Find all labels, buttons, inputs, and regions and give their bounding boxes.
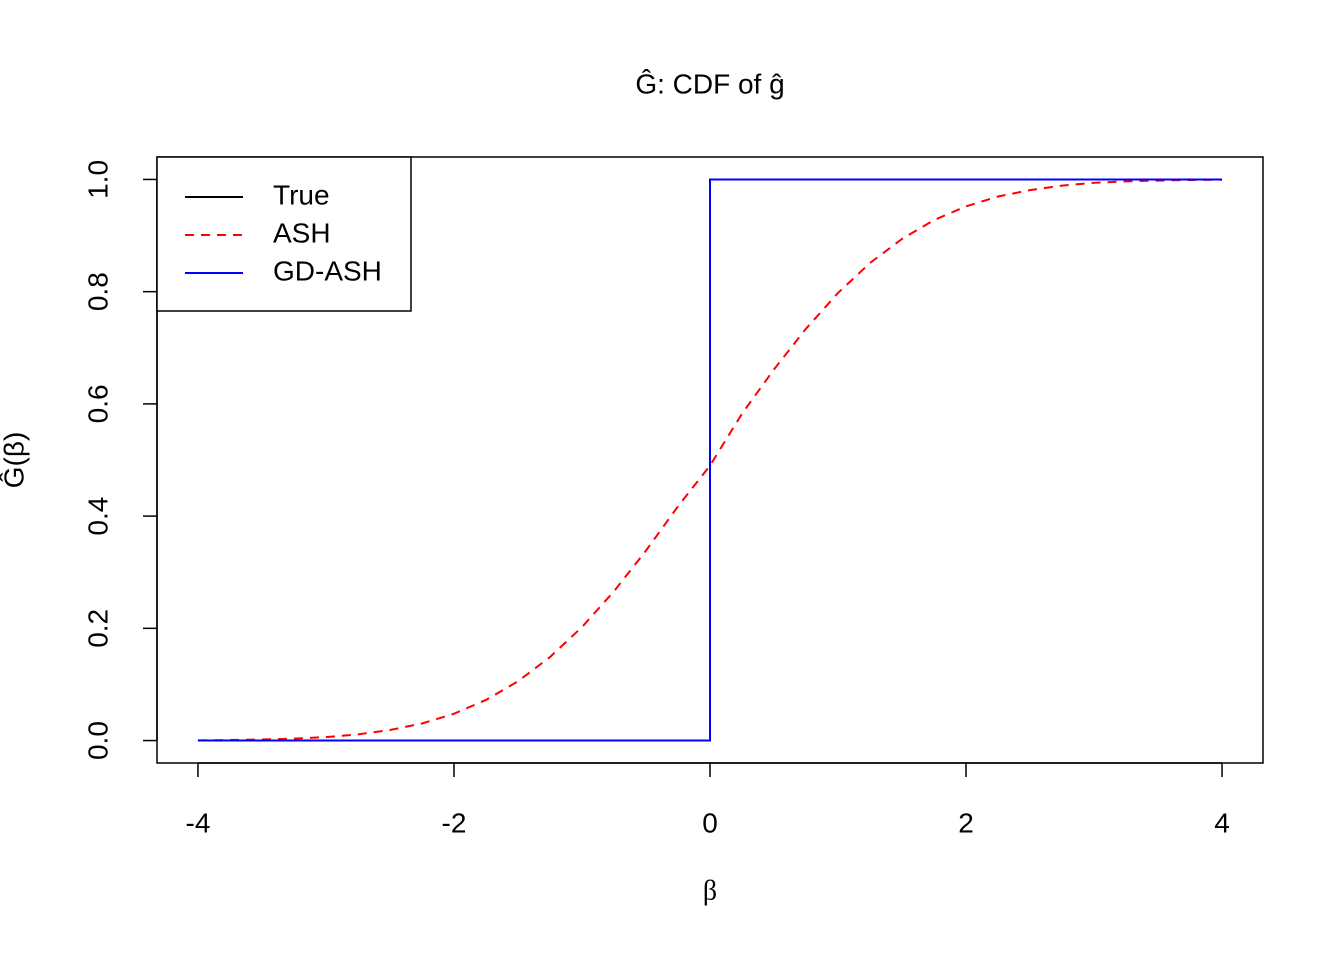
y-tick-label: 0.2: [82, 609, 113, 648]
x-tick-label: -2: [442, 807, 467, 838]
y-tick-label: 1.0: [82, 160, 113, 199]
y-axis-label: Ĝ(β): [0, 432, 29, 489]
y-tick-label: 0.4: [82, 497, 113, 536]
chart-title: Ĝ: CDF of ĝ: [635, 68, 784, 99]
x-tick-label: -4: [186, 807, 211, 838]
x-axis-label: β: [703, 875, 717, 906]
legend-label: ASH: [273, 217, 331, 248]
x-tick-label: 2: [958, 807, 974, 838]
series-line: [197, 178, 1223, 742]
legend-box: [156, 156, 412, 312]
y-tick-label: 0.8: [82, 272, 113, 311]
series-line: [197, 178, 1223, 742]
legend-label: True: [273, 179, 330, 210]
y-tick-label: 0.0: [82, 721, 113, 760]
x-tick-label: 4: [1214, 807, 1230, 838]
legend-label: GD-ASH: [273, 255, 382, 286]
y-tick-label: 0.6: [82, 384, 113, 423]
x-tick-label: 0: [702, 807, 718, 838]
